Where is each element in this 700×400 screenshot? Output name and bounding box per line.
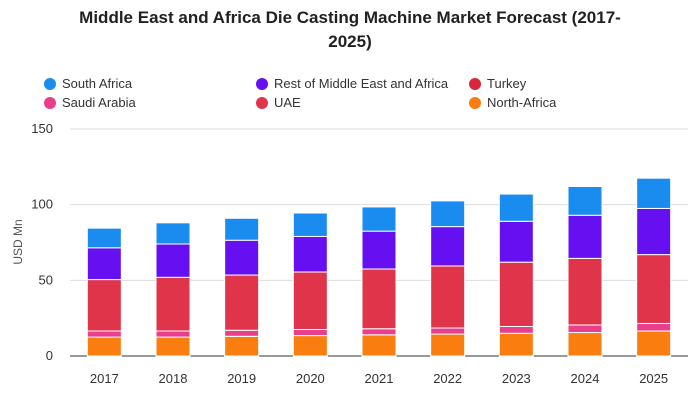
x-tick-label-2022: 2022: [433, 371, 462, 386]
bar-north-africa-2024[interactable]: [567, 332, 603, 357]
y-tick-label-150: 150: [31, 121, 53, 136]
legend-label-uae: UAE: [274, 95, 301, 110]
bar-south-africa-2021[interactable]: [361, 206, 397, 232]
bar-south-africa-2020[interactable]: [292, 212, 328, 237]
bar-south-africa-2025[interactable]: [636, 177, 672, 209]
bars: [86, 177, 672, 357]
legend-label-saudi-arabia: Saudi Arabia: [62, 95, 136, 110]
bar-rest-of-middle-east-and-africa-2025[interactable]: [636, 207, 672, 256]
bar-saudi-arabia-2021[interactable]: [361, 328, 397, 336]
y-tick-label-100: 100: [31, 197, 53, 212]
bar-saudi-arabia-2023[interactable]: [498, 325, 534, 334]
bar-saudi-arabia-2018[interactable]: [155, 330, 191, 338]
bar-uae-2024[interactable]: [567, 257, 603, 326]
bar-uae-2017[interactable]: [86, 279, 122, 332]
bar-north-africa-2021[interactable]: [361, 334, 397, 357]
bar-south-africa-2017[interactable]: [86, 227, 122, 249]
bar-north-africa-2017[interactable]: [86, 336, 122, 357]
legend-marker-rest-of-middle-east-and-africa: [256, 78, 268, 90]
legend-item-uae[interactable]: UAE: [256, 95, 301, 111]
bar-uae-2020[interactable]: [292, 271, 328, 331]
bar-north-africa-2020[interactable]: [292, 335, 328, 357]
y-tick-label-50: 50: [39, 272, 53, 287]
x-tick-label-2024: 2024: [571, 371, 600, 386]
bar-saudi-arabia-2024[interactable]: [567, 324, 603, 334]
bar-south-africa-2022[interactable]: [430, 200, 466, 228]
bar-south-africa-2024[interactable]: [567, 186, 603, 216]
chart-title: Middle East and Africa Die Casting Machi…: [0, 6, 700, 54]
bar-saudi-arabia-2019[interactable]: [224, 329, 260, 337]
legend-marker-uae: [256, 97, 268, 109]
bar-rest-of-middle-east-and-africa-2024[interactable]: [567, 214, 603, 259]
x-axis-ticks: 2017 2018 2019 2020 2021 2022 2023 2024 2025: [90, 371, 668, 386]
bar-uae-2021[interactable]: [361, 268, 397, 330]
y-axis-label: USD Mn: [11, 219, 25, 264]
bar-north-africa-2018[interactable]: [155, 336, 191, 357]
bar-uae-2019[interactable]: [224, 274, 260, 331]
bar-rest-of-middle-east-and-africa-2019[interactable]: [224, 239, 260, 276]
bar-rest-of-middle-east-and-africa-2023[interactable]: [498, 220, 534, 263]
legend-marker-south-africa: [44, 78, 56, 90]
bar-saudi-arabia-2022[interactable]: [430, 327, 466, 335]
legend-marker-saudi-arabia: [44, 97, 56, 109]
bar-south-africa-2023[interactable]: [498, 193, 534, 222]
legend-item-rest-of-middle-east-and-africa[interactable]: Rest of Middle East and Africa: [256, 76, 448, 92]
legend-label-rest-of-middle-east-and-africa: Rest of Middle East and Africa: [274, 76, 449, 91]
x-tick-label-2019: 2019: [227, 371, 256, 386]
bar-saudi-arabia-2025[interactable]: [636, 322, 672, 332]
x-tick-label-2017: 2017: [90, 371, 119, 386]
bar-uae-2025[interactable]: [636, 254, 672, 324]
legend-marker-north-africa: [469, 97, 481, 109]
y-tick-label-0: 0: [46, 348, 53, 363]
bar-uae-2023[interactable]: [498, 261, 534, 327]
bar-rest-of-middle-east-and-africa-2020[interactable]: [292, 235, 328, 273]
legend-label-turkey: Turkey: [487, 76, 527, 91]
bar-north-africa-2019[interactable]: [224, 335, 260, 357]
legend-item-turkey[interactable]: Turkey: [469, 76, 526, 92]
bar-rest-of-middle-east-and-africa-2022[interactable]: [430, 226, 466, 267]
x-tick-label-2020: 2020: [296, 371, 325, 386]
legend-item-saudi-arabia[interactable]: Saudi Arabia: [44, 95, 136, 111]
chart-title-line-1: Middle East and Africa Die Casting Machi…: [79, 8, 621, 27]
legend-marker-turkey: [469, 78, 481, 90]
bar-uae-2018[interactable]: [155, 276, 191, 332]
x-tick-label-2025: 2025: [639, 371, 668, 386]
bar-south-africa-2019[interactable]: [224, 217, 260, 241]
bar-south-africa-2018[interactable]: [155, 222, 191, 245]
bar-north-africa-2023[interactable]: [498, 332, 534, 357]
bar-rest-of-middle-east-and-africa-2021[interactable]: [361, 230, 397, 270]
bar-saudi-arabia-2020[interactable]: [292, 329, 328, 337]
legend-label-north-africa: North-Africa: [487, 95, 557, 110]
x-tick-label-2018: 2018: [159, 371, 188, 386]
bar-north-africa-2022[interactable]: [430, 333, 466, 357]
y-axis-ticks: 0 50 100 150: [31, 121, 53, 363]
bar-uae-2022[interactable]: [430, 265, 466, 329]
bar-north-africa-2025[interactable]: [636, 330, 672, 357]
x-tick-label-2023: 2023: [502, 371, 531, 386]
bar-rest-of-middle-east-and-africa-2018[interactable]: [155, 243, 191, 278]
legend-item-north-africa[interactable]: North-Africa: [469, 95, 556, 111]
x-tick-label-2021: 2021: [365, 371, 394, 386]
legend-label-south-africa: South Africa: [62, 76, 133, 91]
chart-title-line-2: 2025): [328, 32, 372, 51]
bar-rest-of-middle-east-and-africa-2017[interactable]: [86, 247, 122, 281]
legend-item-south-africa[interactable]: South Africa: [44, 76, 132, 92]
bar-saudi-arabia-2017[interactable]: [86, 330, 122, 338]
